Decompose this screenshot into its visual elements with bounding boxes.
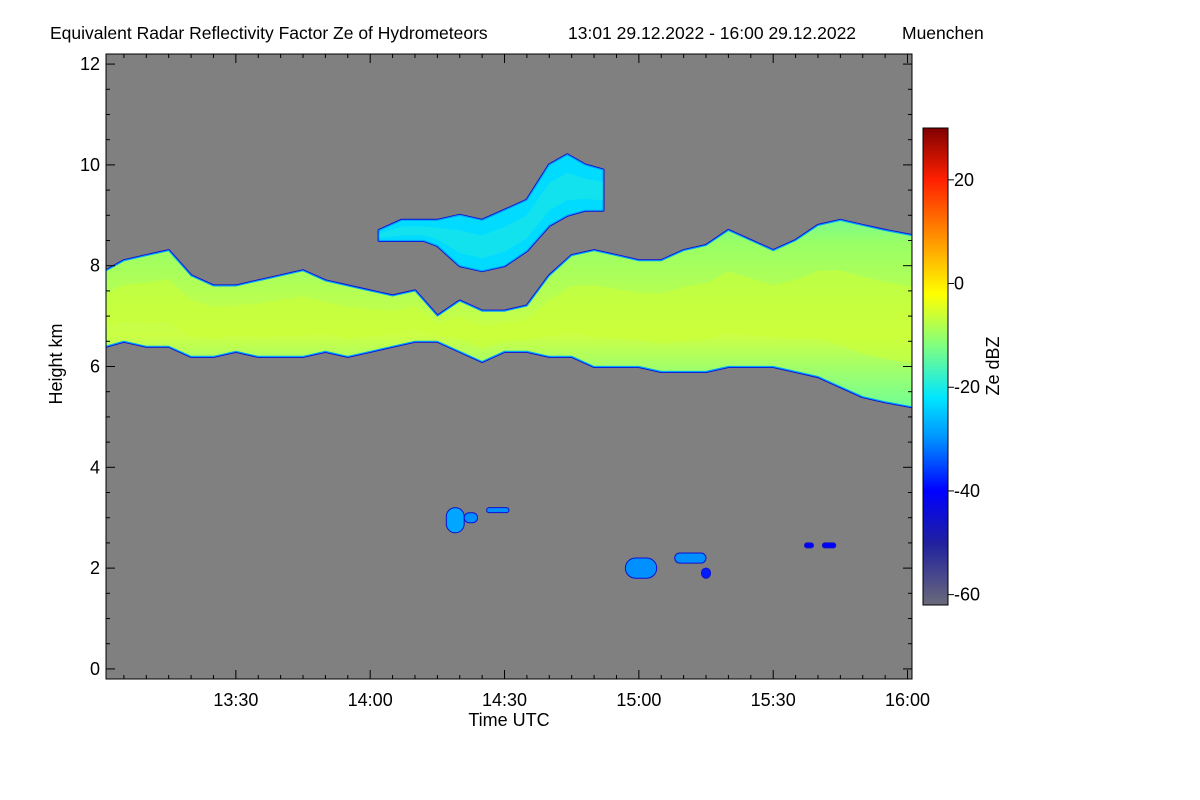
y-tick-label: 2 [90,558,100,578]
chart-time-range: 13:01 29.12.2022 - 16:00 29.12.2022 [568,23,856,43]
y-tick-label: 12 [80,54,100,74]
y-axis-label: Height km [46,323,66,404]
colorbar-tick-label: -60 [954,585,980,605]
x-tick-label: 14:00 [348,690,393,710]
x-tick-label: 16:00 [885,690,930,710]
colorbar: 20 0 -20 -40 -60 Ze dBZ [922,127,1003,606]
cloud-layer-core [379,173,603,259]
y-axis: 0 2 4 6 8 10 12 [80,54,912,679]
x-axis: 13:30 14:00 14:30 15:00 15:30 16:00 [123,54,930,710]
y-tick-label: 4 [90,457,100,477]
cloud-layer-core [106,270,912,364]
cloud-layers [106,153,912,409]
x-axis-label: Time UTC [468,710,549,730]
colorbar-gradient [922,127,949,606]
colorbar-tick-label: 0 [954,274,964,294]
cloud-layer-2 [377,153,605,273]
echo-patches [445,507,837,579]
chart-header: Equivalent Radar Reflectivity Factor Ze … [50,23,984,43]
echo-patch [821,542,837,549]
echo-patch [463,512,479,524]
colorbar-tick-label: 20 [954,170,974,190]
x-tick-label: 15:00 [616,690,661,710]
echo-patch [624,557,658,579]
chart-location: Muenchen [902,23,984,43]
y-tick-label: 10 [80,155,100,175]
colorbar-tick-label: -20 [954,377,980,397]
cloud-layer-body [378,154,604,272]
echo-patch [486,507,510,514]
echo-patch [445,507,465,534]
cloud-layer-body [106,219,912,408]
x-tick-label: 15:30 [751,690,796,710]
y-tick-label: 0 [90,659,100,679]
x-tick-label: 13:30 [213,690,258,710]
echo-patch [804,542,814,549]
y-tick-label: 8 [90,256,100,276]
cloud-layer-1 [106,218,912,409]
chart-title: Equivalent Radar Reflectivity Factor Ze … [50,23,488,43]
y-tick-label: 6 [90,357,100,377]
echo-patch [674,552,707,564]
colorbar-ticks: 20 0 -20 -40 -60 [948,170,980,605]
colorbar-label: Ze dBZ [983,336,1003,395]
x-tick-label: 14:30 [482,690,527,710]
colorbar-tick-label: -40 [954,481,980,501]
echo-patch [701,567,711,579]
